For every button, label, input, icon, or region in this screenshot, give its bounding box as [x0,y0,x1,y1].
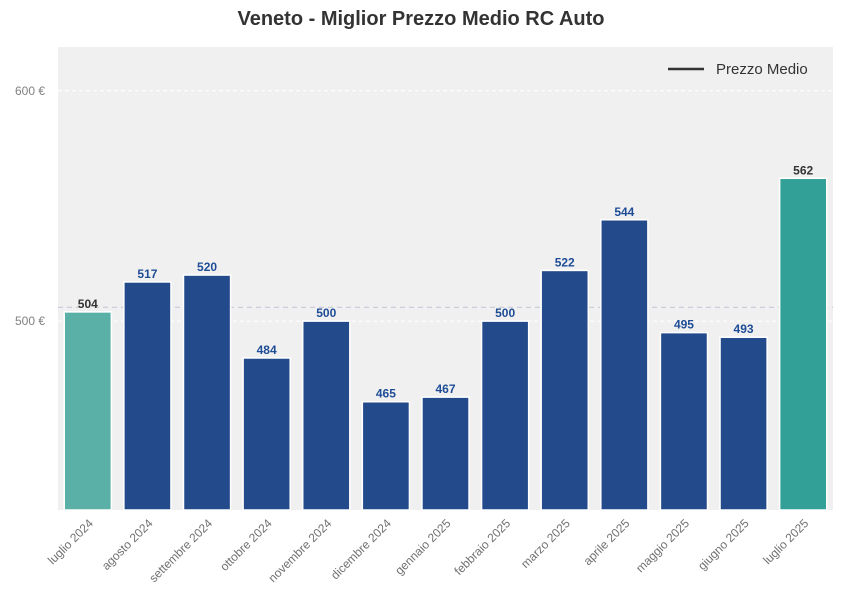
y-tick-label: 600 € [15,84,45,98]
x-tick-label: novembre 2024 [266,516,335,585]
y-tick-label: 500 € [15,314,45,328]
x-tick-label: aprile 2025 [581,516,633,568]
x-tick-label: ottobre 2024 [217,516,275,574]
x-tick-label: maggio 2025 [633,516,692,575]
data-label: 467 [435,382,455,396]
legend: Prezzo Medio [668,61,808,78]
legend-label: Prezzo Medio [716,61,808,78]
bar [123,281,172,511]
data-label: 500 [495,306,515,320]
x-tick-label: febbraio 2025 [451,516,513,578]
data-label: 562 [793,163,813,177]
data-label: 504 [78,297,98,311]
x-tick-label: marzo 2025 [518,516,573,571]
bar [659,331,709,511]
bar [600,219,649,511]
chart-title: Veneto - Miglior Prezzo Medio RC Auto [237,8,605,30]
bars [63,177,828,511]
bar [361,400,411,511]
bar [480,320,530,511]
y-axis: 500 € 600 € [15,84,45,328]
x-tick-label: dicembre 2024 [328,516,394,582]
bar [301,320,351,511]
data-label: 517 [137,267,157,281]
data-label: 500 [316,306,336,320]
data-label: 493 [734,322,754,336]
bar [778,177,828,511]
bar [540,269,590,511]
data-label: 484 [257,343,277,357]
x-tick-label: luglio 2024 [45,516,96,567]
bar [182,274,232,511]
data-label: 495 [674,318,694,332]
data-labels: 504 517 520 484 500 465 467 500 522 544 495 493 562 [78,163,814,400]
data-label: 465 [376,387,396,401]
bar [421,396,470,511]
data-label: 522 [555,255,575,269]
bar [63,311,113,511]
x-tick-label: agosto 2024 [99,516,156,573]
bar [719,336,768,511]
bar [242,357,291,511]
x-tick-label: gennaio 2025 [392,516,454,578]
x-tick-label: luglio 2025 [760,516,811,567]
data-label: 544 [614,205,634,219]
x-tick-label: giugno 2025 [695,516,752,573]
x-tick-label: settembre 2024 [146,516,215,585]
data-label: 520 [197,260,217,274]
